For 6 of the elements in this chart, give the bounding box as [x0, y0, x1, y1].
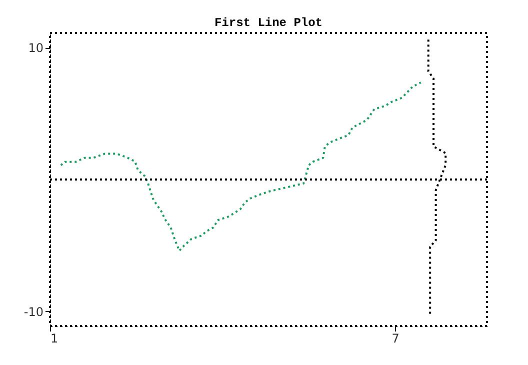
y-tick-label: 10 — [28, 41, 44, 56]
y-tick-label: -10 — [24, 304, 44, 319]
line-series — [60, 81, 422, 252]
chart-title: First Line Plot — [214, 16, 323, 30]
x-tick-label: 7 — [392, 332, 400, 346]
x-tick-label: 1 — [50, 332, 58, 346]
